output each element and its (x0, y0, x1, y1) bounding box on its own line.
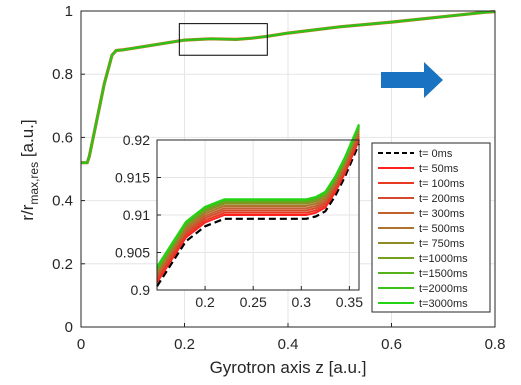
inset-lines (156, 123, 361, 287)
legend-label: t= 200ms (419, 193, 465, 205)
main-x-tick-label: 0.4 (278, 336, 299, 353)
legend-label: t=1000ms (419, 253, 468, 265)
main-y-tick-label: 0.8 (52, 66, 73, 83)
inset-y-tick-label: 0.905 (115, 245, 150, 261)
inset-plot-frame (156, 139, 360, 291)
zoom-box (178, 23, 268, 56)
direction-arrow-icon (381, 62, 443, 98)
inset-series-line (156, 143, 361, 287)
inset-series-line (156, 132, 360, 277)
legend-label: t= 300ms (419, 208, 465, 220)
inset-plot: 0.2 0.25 0.3 0.35 0.9 0.905 0.91 0.915 0.92 (115, 123, 363, 310)
x-axis-label: Gyrotron axis z [a.u.] (210, 358, 367, 377)
main-lines (81, 10, 496, 165)
inset-y-tick-label: 0.9 (131, 282, 151, 298)
inset-x-tick-label: 0.3 (292, 294, 312, 310)
legend-label: t= 100ms (419, 178, 465, 190)
y-axis-label-main: r/r (18, 204, 37, 220)
main-x-tick-label: 0.2 (174, 336, 195, 353)
legend: t= 0ms t= 50ms t= 100ms t= 200ms t= 300ms t= … (371, 142, 491, 313)
main-x-tick-label: 0.8 (485, 336, 506, 353)
legend-label: t=1500ms (419, 268, 468, 280)
inset-tick-labels: 0.2 0.25 0.3 0.35 0.9 0.905 0.91 0.915 0.92 (115, 132, 363, 310)
legend-box (371, 142, 491, 313)
inset-x-tick-label: 0.25 (240, 294, 267, 310)
inset-series-line (156, 123, 360, 268)
inset-y-tick-label: 0.92 (123, 132, 150, 148)
inset-series-line (156, 135, 360, 279)
y-axis-label: r/rmax,res [a.u.] (18, 119, 41, 220)
y-axis-label-sub: max,res (27, 162, 41, 205)
main-tick-labels: 0 0.2 0.4 0.6 0.8 0 0.2 0.4 0.6 0.8 1 (52, 3, 505, 353)
y-axis-label-unit: [a.u.] (18, 119, 37, 162)
main-plot-frame (80, 10, 496, 328)
main-y-tick-label: 0.2 (52, 256, 73, 273)
legend-label: t= 500ms (419, 223, 465, 235)
inset-series-line (156, 130, 360, 275)
legend-label: t=3000ms (419, 298, 468, 310)
inset-y-tick-label: 0.91 (123, 207, 150, 223)
inset-x-tick-label: 0.2 (195, 294, 215, 310)
inset-y-tick-label: 0.915 (115, 170, 150, 186)
legend-label: t= 0ms (419, 148, 453, 160)
legend-label: t= 50ms (419, 163, 459, 175)
main-y-tick-label: 0.6 (52, 129, 73, 146)
legend-items: t= 0ms t= 50ms t= 100ms t= 200ms t= 300ms t= … (378, 148, 468, 310)
main-x-tick-label: 0.6 (381, 336, 402, 353)
main-y-tick-label: 0.4 (52, 193, 73, 210)
legend-label: t=2000ms (419, 283, 468, 295)
main-y-tick-label: 1 (65, 3, 73, 20)
legend-label: t= 750ms (419, 238, 465, 250)
inset-x-tick-label: 0.35 (336, 294, 363, 310)
inset-series-line (156, 137, 360, 281)
inset-series-line (156, 139, 360, 284)
main-x-tick-label: 0 (77, 336, 85, 353)
main-y-tick-label: 0 (65, 319, 73, 336)
main-series-line (81, 10, 496, 164)
